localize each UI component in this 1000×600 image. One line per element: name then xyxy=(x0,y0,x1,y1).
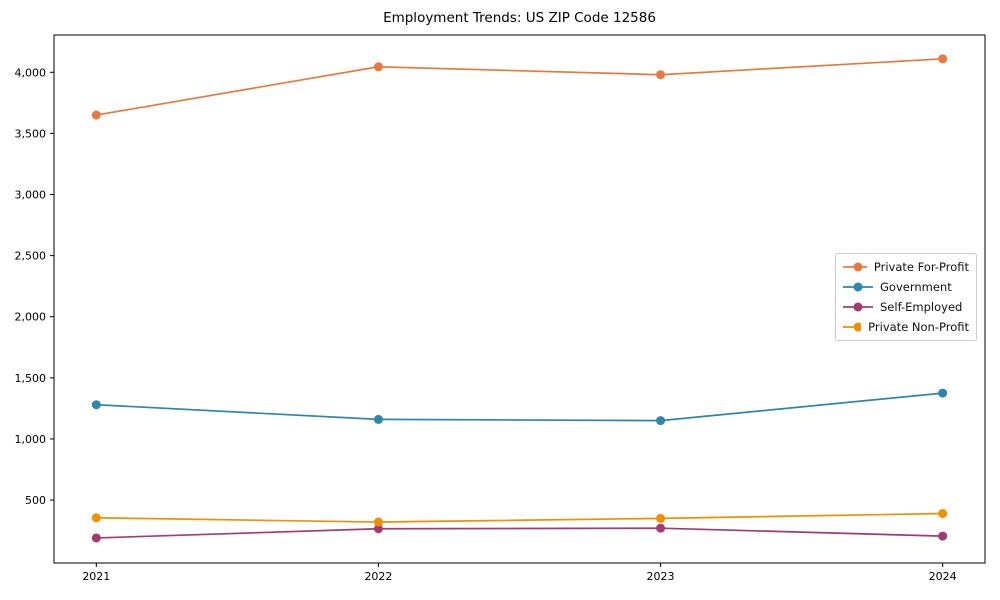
data-point xyxy=(373,517,383,527)
legend-marker-icon xyxy=(843,282,873,292)
legend-marker-icon xyxy=(843,322,862,332)
data-point xyxy=(373,524,383,534)
x-tick-label: 2024 xyxy=(929,570,957,583)
axis-frame xyxy=(53,34,986,564)
x-tick-label: 2021 xyxy=(82,570,110,583)
y-tick-label: 3,000 xyxy=(15,189,47,202)
data-point xyxy=(91,400,101,410)
y-tick-label: 2,000 xyxy=(15,311,47,324)
legend-label: Private Non-Profit xyxy=(868,320,969,334)
legend-dot xyxy=(853,282,863,292)
y-tick-label: 4,000 xyxy=(15,66,47,79)
series-line xyxy=(96,392,943,422)
data-point xyxy=(91,513,101,523)
legend-label: Private For-Profit xyxy=(873,260,969,274)
y-tick-label: 1,000 xyxy=(15,433,47,446)
legend-dot xyxy=(853,262,863,272)
legend-dot xyxy=(853,302,863,312)
legend-item: Government xyxy=(843,279,969,295)
data-point xyxy=(938,54,948,64)
legend-label: Government xyxy=(880,280,952,294)
data-point xyxy=(656,513,666,523)
series-line xyxy=(96,57,943,116)
y-tick-label: 1,500 xyxy=(15,372,47,385)
series-line xyxy=(96,527,943,539)
legend-item: Self-Employed xyxy=(843,299,969,315)
data-point xyxy=(656,523,666,533)
legend-dot xyxy=(853,322,862,332)
data-point xyxy=(656,416,666,426)
chart-title: Employment Trends: US ZIP Code 12586 xyxy=(383,10,656,26)
y-tick-label: 500 xyxy=(25,494,46,507)
data-point xyxy=(938,531,948,541)
legend-marker-icon xyxy=(843,302,873,312)
data-point xyxy=(373,414,383,424)
x-tick-label: 2022 xyxy=(364,570,392,583)
x-tick-label: 2023 xyxy=(647,570,675,583)
data-point xyxy=(91,533,101,543)
y-tick-label: 2,500 xyxy=(15,250,47,263)
series-line xyxy=(96,512,943,523)
legend-item: Private For-Profit xyxy=(843,259,969,275)
legend-marker-icon xyxy=(843,262,867,272)
data-point xyxy=(91,110,101,120)
data-point xyxy=(938,388,948,398)
legend: Private For-Profit Government Self-Employe… xyxy=(835,253,977,341)
legend-item: Private Non-Profit xyxy=(843,319,969,335)
data-point xyxy=(656,70,666,80)
data-point xyxy=(938,509,948,518)
legend-label: Self-Employed xyxy=(880,300,963,314)
data-point xyxy=(373,62,383,72)
y-tick-label: 3,500 xyxy=(15,127,47,140)
